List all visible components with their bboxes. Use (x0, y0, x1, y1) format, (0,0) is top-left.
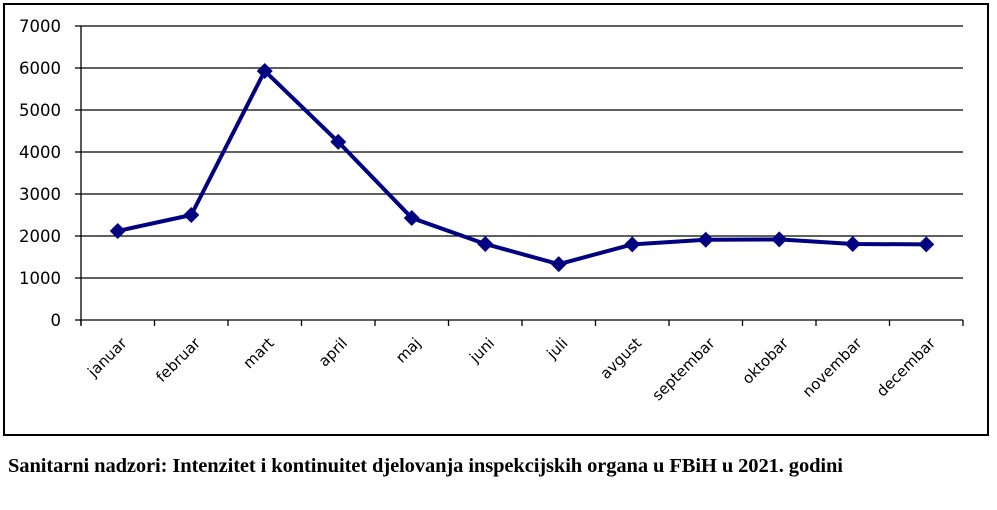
x-tick-label: avgust (596, 334, 645, 383)
diamond-marker-icon (109, 222, 126, 239)
line-chart: 0 1000 2000 3000 4000 5000 6000 7000 januar febr… (19, 17, 964, 405)
x-tick-label: juni (465, 334, 498, 367)
diamond-marker-icon (771, 231, 788, 248)
diamond-marker-icon (550, 256, 567, 273)
diamond-marker-icon (477, 235, 494, 252)
chart-caption: Sanitarni nadzori: Intenzitet i kontinui… (8, 455, 843, 477)
y-tick-label: 5000 (19, 101, 61, 120)
y-tick-label: 7000 (19, 17, 61, 36)
diamond-marker-icon (844, 235, 861, 252)
diamond-marker-icon (330, 133, 347, 150)
y-axis-ticks: 0 1000 2000 3000 4000 5000 6000 7000 (19, 17, 61, 330)
diamond-marker-icon (918, 236, 935, 253)
x-tick-label: mart (239, 334, 277, 372)
x-axis (80, 26, 964, 326)
series-line (117, 68, 927, 267)
data-series (109, 62, 935, 273)
y-tick-label: 6000 (19, 59, 61, 78)
y-tick-label: 4000 (19, 143, 61, 162)
x-tick-label: decembar (873, 334, 940, 401)
x-tick-label: juli (543, 334, 572, 363)
diamond-marker-icon (256, 62, 273, 79)
y-tick-label: 2000 (19, 227, 61, 246)
x-tick-label: maj (392, 334, 425, 367)
x-tick-label: januar (83, 334, 131, 382)
diamond-marker-icon (624, 236, 641, 253)
x-tick-label: septembar (648, 334, 719, 405)
diamond-marker-icon (697, 231, 714, 248)
x-tick-label: april (315, 334, 351, 370)
x-tick-label: februar (152, 334, 204, 386)
gridlines (75, 25, 963, 321)
y-tick-label: 3000 (19, 185, 61, 204)
chart-frame (3, 3, 989, 436)
x-tick-label: oktobar (738, 334, 792, 388)
y-tick-label: 1000 (19, 269, 61, 288)
x-axis-labels: januar februar mart april maj juni juli avgust s… (83, 334, 939, 405)
diamond-marker-icon (183, 207, 200, 223)
y-tick-label: 0 (51, 311, 62, 330)
x-tick-label: novembar (799, 334, 866, 401)
diamond-marker-icon (403, 209, 420, 226)
